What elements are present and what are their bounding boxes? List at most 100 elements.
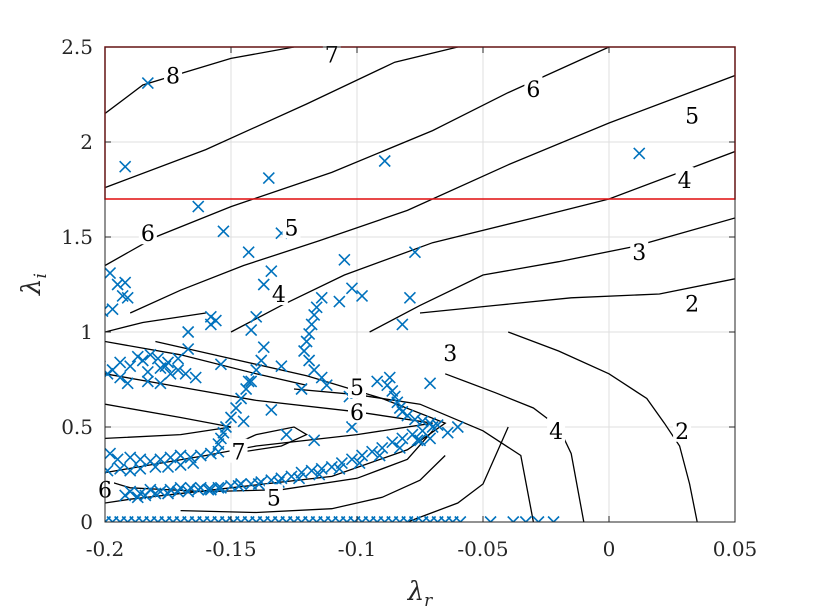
scatter-point (131, 491, 144, 504)
contour-label-bg (164, 62, 183, 87)
scatter-point (285, 470, 298, 483)
scatter-point (396, 405, 409, 418)
scatter-point (345, 282, 359, 295)
contour-label-bg (547, 417, 566, 442)
y-tick-label: 0 (80, 510, 93, 534)
contour-label-bg (138, 220, 157, 245)
contour-label-bg (269, 281, 288, 305)
scatter-point (633, 147, 646, 160)
contour-line-level-7 (105, 403, 232, 440)
scatter-point (204, 318, 217, 331)
scatter-point (164, 451, 177, 464)
scatter-point (265, 403, 278, 416)
scatter-point (376, 441, 389, 454)
scatter-point (187, 457, 200, 470)
scatter-point (547, 515, 560, 522)
scatter-point (154, 362, 167, 375)
scatter-point (217, 225, 230, 238)
contour-line-level-8 (105, 312, 206, 333)
scatter-point (532, 515, 545, 522)
y-axis-ticks: 0 0.5 1 1.5 2 2.5 (61, 35, 735, 534)
scatter-point (305, 318, 318, 331)
scatter-point (192, 200, 205, 213)
scatter-point (257, 341, 270, 354)
scatter-markers (105, 77, 646, 522)
scatter-point (182, 343, 195, 356)
scatter-point (345, 420, 359, 434)
scatter-point (105, 447, 117, 460)
scatter-point (355, 289, 369, 302)
scatter-point (174, 458, 187, 472)
y-tick-label: 1.5 (61, 225, 93, 249)
scatter-point (298, 344, 311, 358)
contour-line-level-5 (180, 455, 446, 514)
contour-label-bg (630, 239, 649, 264)
scatter-point (416, 415, 429, 428)
scatter-point (124, 464, 137, 477)
contour-label-bg (524, 75, 543, 100)
x-tick-label: -0.05 (457, 537, 508, 561)
scatter-point (451, 420, 464, 434)
scatter-point (454, 515, 467, 522)
scatter-point (424, 377, 437, 390)
contour-label: 4 (678, 169, 692, 194)
scatter-point (119, 276, 132, 289)
scatter-point (373, 449, 386, 462)
scatter-point (371, 375, 384, 388)
contour-label-bg (348, 374, 366, 399)
y-tick-label: 0.5 (61, 415, 93, 439)
scatter-point (237, 415, 250, 428)
scatter-point (353, 457, 366, 470)
contour-label: 5 (350, 376, 364, 401)
scatter-point (484, 515, 497, 522)
scatter-point (172, 363, 185, 377)
contour-label-bg (675, 167, 694, 191)
scatter-point (280, 428, 293, 441)
scatter-point (305, 464, 318, 477)
scatter-point (252, 477, 265, 491)
scatter-point (172, 352, 185, 365)
scatter-point (124, 360, 137, 373)
scatter-point (209, 314, 222, 327)
scatter-point (413, 434, 427, 447)
scatter-point (303, 327, 316, 340)
scatter-point (121, 291, 134, 304)
scatter-point (393, 441, 406, 454)
scatter-point (189, 371, 202, 384)
contour-label-bg (683, 102, 702, 127)
plot-frame (104, 46, 736, 523)
scatter-point (333, 462, 346, 475)
scatter-point (106, 303, 119, 316)
contour-label: 7 (325, 44, 339, 69)
scatter-point (105, 305, 109, 318)
scatter-point (214, 481, 227, 494)
scatter-point (172, 485, 185, 498)
scatter-point (164, 367, 177, 380)
scatter-point (131, 350, 144, 363)
contour-label: 3 (632, 241, 646, 266)
y-tick-label: 2 (80, 130, 93, 154)
x-axis-label: λr (407, 577, 433, 611)
scatter-point (250, 310, 263, 323)
scatter-point (111, 278, 124, 291)
scatter-point (408, 413, 422, 426)
contour-label: 6 (350, 401, 364, 426)
scatter-point (292, 472, 306, 485)
scatter-point (192, 483, 205, 496)
scatter-point (262, 172, 275, 185)
contour-label: 2 (685, 293, 699, 318)
contour-label: 5 (685, 104, 699, 129)
scatter-point (295, 382, 308, 396)
scatter-point (240, 382, 253, 396)
contour-label-bg (348, 398, 366, 423)
scatter-point (406, 428, 419, 441)
contour-label-bg (441, 339, 460, 364)
scatter-point (174, 449, 187, 462)
x-axis-ticks: -0.2 -0.15 -0.1 -0.05 0 0.05 (86, 47, 757, 561)
scatter-point (161, 487, 175, 500)
contour-label-bg (683, 290, 702, 315)
scatter-point (396, 318, 409, 331)
scatter-point (245, 324, 258, 337)
scatter-point (345, 453, 359, 466)
